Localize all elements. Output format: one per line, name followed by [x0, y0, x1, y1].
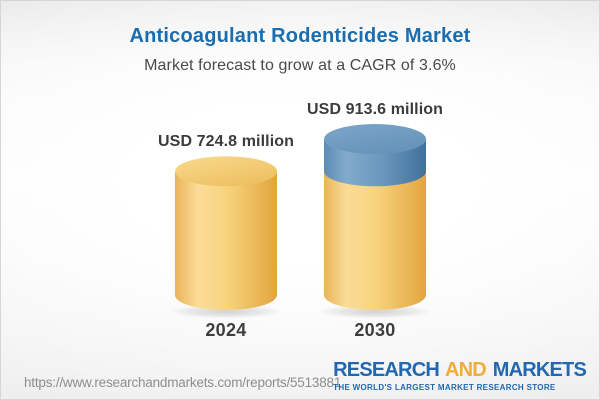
page-subtitle: Market forecast to grow at a CAGR of 3.6… — [144, 57, 456, 74]
logo-word-and: AND — [445, 359, 487, 381]
chart-header: Anticoagulant Rodenticides Market Market… — [1, 1, 599, 75]
report-url-link[interactable]: https://www.researchandmarkets.com/repor… — [24, 375, 342, 390]
value-label-2024: USD 724.8 million — [158, 133, 294, 151]
category-label-2024: 2024 — [205, 320, 247, 340]
logo-word-markets: MARKETS — [492, 359, 587, 381]
research-and-markets-logo: RESEARCH AND MARKETS THE WORLD'S LARGEST… — [333, 359, 587, 392]
logo-tagline: THE WORLD'S LARGEST MARKET RESEARCH STOR… — [333, 383, 556, 392]
category-label-2030: 2030 — [354, 320, 396, 340]
logo-wordmark: RESEARCH AND MARKETS — [333, 359, 587, 381]
page-title: Anticoagulant Rodenticides Market — [129, 25, 471, 47]
logo-word-research: RESEARCH — [333, 359, 440, 381]
value-label-2030: USD 913.6 million — [307, 101, 443, 119]
chart-bars — [169, 124, 432, 319]
